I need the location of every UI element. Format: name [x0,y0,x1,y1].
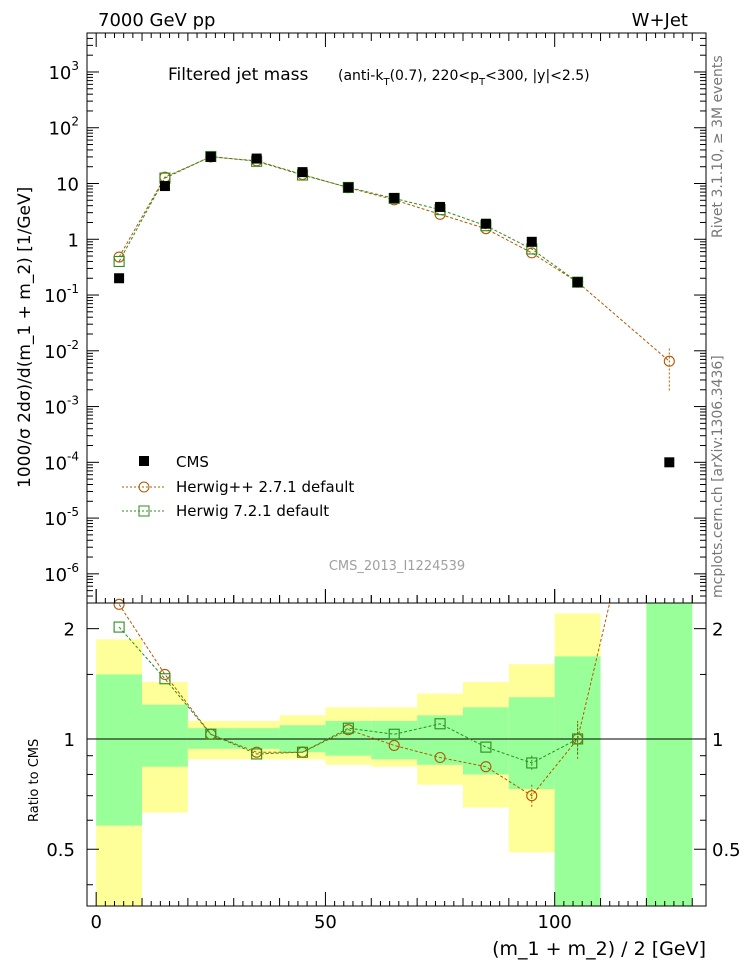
rivet-version-label: Rivet 3.1.10, ≥ 3M events [710,55,726,238]
y-tick-label: 10-5 [44,505,79,530]
y-tick-label: 102 [48,115,79,140]
data-point-cms [389,192,400,203]
x-tick-label: 0 [90,912,101,933]
data-point-cms [664,457,675,468]
y-tick-label: 10-3 [44,394,79,419]
data-point-cms [572,277,583,288]
data-point-cms [343,182,354,193]
data-point-herwig7 [434,718,446,730]
data-point-herwig7 [388,728,400,740]
y-tick-label: 10-4 [44,449,79,474]
data-point-cms [251,153,262,164]
y-tick-label: 10-1 [44,282,79,307]
data-point-herwigpp [663,355,675,367]
data-point-herwig7 [342,722,354,734]
ratio-band-green [96,674,143,826]
data-point-cms [526,236,537,247]
ratio-y-axis-title: Ratio to CMS [27,739,42,822]
data-point-herwigpp [480,761,492,773]
legend-entry-cms: CMS [139,453,209,471]
legend-entry-herwig7: Herwig 7.2.1 default [122,502,329,520]
analysis-watermark: CMS_2013_I1224539 [329,559,465,574]
subtitle-part: (anti-k [338,68,384,84]
ratio-band-green [554,656,601,906]
y-tick-label: 1 [68,230,79,251]
data-point-herwig7 [572,733,584,745]
data-point-herwig7 [159,673,171,685]
ratio-band-green [142,704,188,767]
legend-marker-herwig7 [138,505,150,517]
y-tick-label: 10-6 [44,561,79,586]
ratio-y-tick-label-left: 0.5 [46,840,75,861]
legend-marker-herwigpp [138,481,150,493]
series-line [118,602,611,797]
legend: CMS Herwig++ 2.7.1 default Herwig 7.2.1 … [122,453,354,520]
data-point-herwigpp [526,790,538,802]
ratio-plot-layer [113,598,611,808]
data-point-herwigpp [113,598,125,610]
ratio-band-green [508,697,555,790]
process-label: W+Jet [632,10,688,31]
collision-energy-label: 7000 GeV pp [98,10,215,31]
main-y-axis-title: 1000/σ 2dσ)/d(m_1 + m_2) [1/GeV] [15,187,35,488]
y-tick-label: 10 [56,175,79,196]
ratio-y-tick-label-right: 1 [712,730,723,751]
subtitle-part: <300, |y|<2.5) [485,68,590,84]
x-axis-title: (m_1 + m_2) / 2 [GeV] [492,938,706,960]
ratio-y-tick-label-right: 0.5 [712,840,741,861]
x-tick-label: 50 [314,912,337,933]
x-tick-label: 100 [538,912,572,933]
subtitle-subscript: T [478,77,486,88]
ratio-plot-frame [86,602,707,907]
data-point-cms [480,218,491,229]
data-point-cms [159,181,170,192]
data-point-herwigpp [388,739,400,751]
data-point-herwig7 [251,748,263,760]
main-title: Filtered jet mass [168,65,308,85]
ratio-band-green [646,603,693,906]
legend-label-herwig7: Herwig 7.2.1 default [176,502,329,520]
legend-entry-herwigpp: Herwig++ 2.7.1 default [122,478,354,496]
data-point-herwig7 [205,728,217,740]
data-point-cms [114,273,125,284]
data-point-cms [297,167,308,178]
ratio-y-tick-label-right: 2 [712,620,723,641]
legend-marker-cms [139,456,149,466]
data-point-herwig7 [480,741,492,753]
data-point-herwigpp [159,668,171,680]
ratio-y-tick-label-left: 2 [64,620,75,641]
mcplots-label: mcplots.cern.ch [arXiv:1306.3436] [710,355,726,598]
ratio-uncertainty-bands [87,603,706,906]
data-point-herwig7 [526,757,538,769]
y-tick-label: 103 [48,59,79,84]
series-line [118,626,578,764]
data-point-herwig7 [113,255,125,268]
data-point-herwig7 [296,746,309,758]
y-tick-label: 10-2 [44,338,79,363]
data-point-herwigpp [434,751,446,764]
main-subtitle: (anti-kT(0.7), 220<pT<300, |y|<2.5) [338,68,590,88]
data-point-herwig7 [113,621,125,633]
legend-label-cms: CMS [176,453,209,471]
data-point-cms [205,151,216,162]
subtitle-subscript: T [382,77,390,88]
series-line [118,156,670,362]
legend-label-herwigpp: Herwig++ 2.7.1 default [176,478,354,496]
ratio-band-green [462,707,509,775]
ratio-band-green [325,720,372,756]
series-line [118,155,578,283]
main-plot-layer [113,150,675,468]
ratio-y-tick-label-left: 1 [64,730,75,751]
subtitle-part: (0.7), 220<p [390,68,480,84]
data-point-cms [435,201,446,212]
